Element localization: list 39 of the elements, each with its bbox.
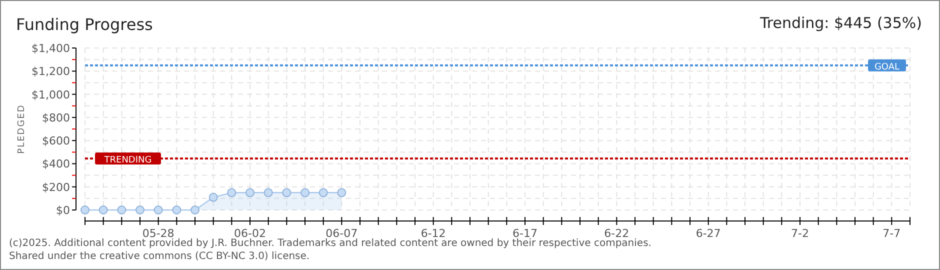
y-tick-label: $200 [42,180,70,194]
chart-title: Funding Progress [16,15,153,34]
point [154,206,163,214]
point [172,206,182,214]
ref-line-label: TRENDING [103,156,152,166]
y-tick-label: $800 [42,111,70,124]
point [246,188,254,198]
point [98,206,108,214]
point [80,206,90,214]
point [300,188,310,198]
point [282,188,292,198]
x-tick-label: 7-7 [882,227,901,240]
y-tick-label: $0 [56,204,70,217]
text: Trending: $445 (35%) [758,14,922,32]
x-tick-label: 05-28 [142,227,174,240]
point [190,206,200,214]
y-tick-label: $400 [42,158,70,171]
point [227,188,236,198]
ref-line-label: GOAL [874,62,900,72]
point [136,206,144,214]
x-tick-label: 6-27 [696,227,721,240]
y-tick-label: $1,000 [32,88,70,102]
x-tick-label: 06-07 [326,227,358,240]
point [117,206,126,214]
point [337,188,346,198]
point [208,192,218,202]
x-tick-label: 7-2 [791,227,809,240]
y-tick-label: $1,400 [32,42,70,55]
y-tick-label: $1,200 [32,65,70,78]
x-tick-label: 06-02 [234,227,266,240]
point [318,188,328,198]
x-tick-label: 6-22 [604,227,630,240]
text: (c)2025. Additional content provided by J.R. Buchner. Trademarks and related content are owned by their respective companies. [9,238,652,249]
point [264,188,273,198]
text: Shared under the creative commons (CC BY-NC 3.0) license. [9,251,310,262]
y-tick-label: $600 [42,134,70,148]
y-axis-title: PLEDGED [17,104,27,154]
x-tick-label: 6-12 [420,227,446,240]
x-tick-label: 6-17 [512,227,538,240]
